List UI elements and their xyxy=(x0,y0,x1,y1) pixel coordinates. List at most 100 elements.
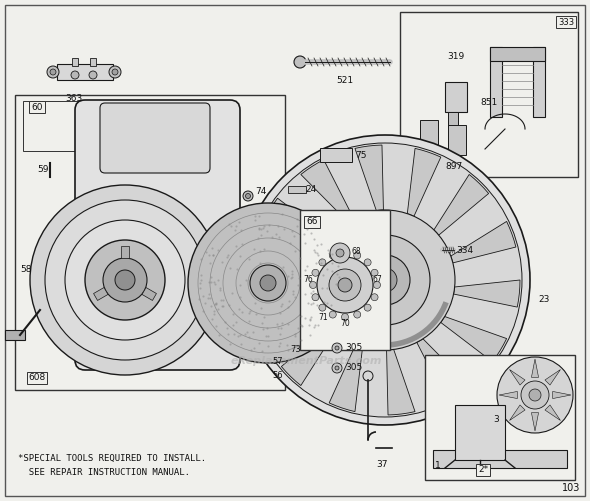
Point xyxy=(333,271,342,279)
Point xyxy=(263,342,273,350)
Point xyxy=(234,305,243,313)
Point xyxy=(232,265,241,273)
Circle shape xyxy=(364,304,371,311)
Point xyxy=(250,244,259,253)
Point xyxy=(276,330,285,338)
Circle shape xyxy=(30,185,220,375)
Polygon shape xyxy=(532,413,539,431)
Point xyxy=(206,278,216,286)
Point xyxy=(201,248,211,257)
Point xyxy=(206,302,216,310)
Point xyxy=(198,307,207,315)
Text: 1: 1 xyxy=(435,460,441,469)
Circle shape xyxy=(360,255,410,305)
Point xyxy=(278,263,288,271)
Point xyxy=(208,251,217,259)
Point xyxy=(278,300,287,308)
Point xyxy=(223,324,232,332)
Point xyxy=(231,222,241,230)
Point xyxy=(309,323,319,331)
Text: 23: 23 xyxy=(538,296,549,305)
Point xyxy=(210,300,219,308)
Point xyxy=(211,299,221,307)
Point xyxy=(195,284,204,292)
Point xyxy=(253,234,263,242)
Point xyxy=(206,273,215,281)
Point xyxy=(303,262,312,270)
Point xyxy=(254,212,264,220)
Point xyxy=(251,212,260,220)
Bar xyxy=(425,355,575,480)
Point xyxy=(201,299,210,307)
Bar xyxy=(490,47,545,61)
Point xyxy=(291,247,300,255)
Point xyxy=(279,225,289,233)
Point xyxy=(210,280,219,288)
Bar xyxy=(445,82,467,112)
Point xyxy=(326,302,336,310)
Point xyxy=(235,293,245,301)
Point xyxy=(258,325,268,333)
Point xyxy=(205,259,215,267)
Point xyxy=(213,305,222,313)
Circle shape xyxy=(521,381,549,409)
Point xyxy=(215,287,225,295)
Polygon shape xyxy=(532,359,539,377)
Point xyxy=(324,245,333,254)
Point xyxy=(304,300,313,308)
Bar xyxy=(448,125,466,155)
Text: 37: 37 xyxy=(376,460,388,469)
Circle shape xyxy=(248,143,522,417)
Point xyxy=(275,339,284,347)
Point xyxy=(327,267,337,275)
Point xyxy=(238,240,247,248)
Point xyxy=(277,319,286,327)
Point xyxy=(313,248,322,257)
Circle shape xyxy=(342,314,349,321)
Point xyxy=(296,254,305,262)
Text: *SPECIAL TOOLS REQUIRED TO INSTALL.: *SPECIAL TOOLS REQUIRED TO INSTALL. xyxy=(18,454,206,463)
Point xyxy=(209,278,219,286)
Point xyxy=(211,300,221,308)
Point xyxy=(274,324,283,332)
Point xyxy=(288,290,297,298)
Point xyxy=(218,302,227,310)
Bar xyxy=(381,230,389,250)
Point xyxy=(198,292,208,300)
Point xyxy=(327,259,336,267)
Point xyxy=(331,280,340,288)
Point xyxy=(306,289,316,297)
Polygon shape xyxy=(254,297,319,339)
Point xyxy=(237,308,247,316)
Text: 103: 103 xyxy=(562,483,580,493)
Point xyxy=(196,271,205,279)
Text: 334: 334 xyxy=(456,245,473,255)
Point xyxy=(211,322,221,330)
Text: 66: 66 xyxy=(306,217,318,226)
Point xyxy=(306,283,315,291)
Point xyxy=(283,346,293,354)
Point xyxy=(262,227,271,235)
Circle shape xyxy=(310,282,316,289)
Circle shape xyxy=(338,278,352,292)
Point xyxy=(204,278,214,286)
Point xyxy=(312,259,321,267)
Circle shape xyxy=(112,69,118,75)
Point xyxy=(228,321,238,329)
Point xyxy=(213,245,222,254)
Bar xyxy=(90,58,96,66)
Polygon shape xyxy=(407,148,441,216)
Point xyxy=(273,221,283,229)
Polygon shape xyxy=(417,339,469,400)
Text: 521: 521 xyxy=(336,76,353,85)
Text: 57: 57 xyxy=(272,358,283,367)
Text: 305: 305 xyxy=(345,344,362,353)
Point xyxy=(208,244,217,252)
Point xyxy=(257,304,266,312)
Point xyxy=(285,239,294,247)
Point xyxy=(215,331,224,339)
Point xyxy=(255,259,264,267)
Point xyxy=(327,250,336,258)
Point xyxy=(288,227,297,235)
Point xyxy=(296,321,306,329)
